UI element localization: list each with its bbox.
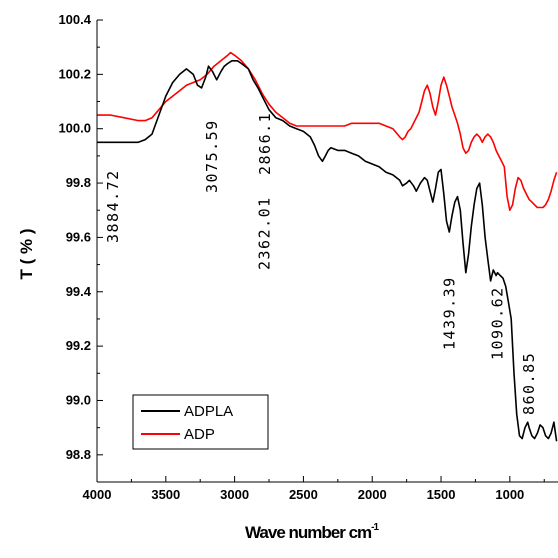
x-tick-label: 2000 <box>358 487 387 502</box>
x-tick-label: 1500 <box>427 487 456 502</box>
peak-label: 2362.01 <box>255 196 273 270</box>
series-line-adpla <box>97 59 558 442</box>
tick-labels: 98.8 99.0 99.2 99.4 99.6 99.8 100.0 100.2 100.4 4… <box>58 12 524 502</box>
y-tick-label: 99.6 <box>66 229 91 244</box>
y-tick-label: 99.4 <box>66 284 92 299</box>
y-tick-label: 100.2 <box>58 66 91 81</box>
axis-layer <box>96 20 558 483</box>
legend: ADPLA ADP <box>132 394 269 450</box>
y-tick-label: 99.8 <box>66 175 91 190</box>
x-axis-title: Wave number cm-1 <box>245 522 379 542</box>
x-tick-label: 4000 <box>83 487 112 502</box>
annotation-layer: 3884.72 3075.59 2866.1 2362.01 1439.39 1090.6… <box>104 112 538 415</box>
peak-label: 3884.72 <box>104 169 122 243</box>
y-tick-label: 100.0 <box>58 121 91 136</box>
legend-label-adp: ADP <box>184 426 215 443</box>
x-tick-label: 3000 <box>220 487 249 502</box>
peak-label: 3075.59 <box>203 119 221 193</box>
y-tick-label: 99.0 <box>66 392 91 407</box>
x-tick-label: 3500 <box>151 487 180 502</box>
y-tick-label: 100.4 <box>58 12 91 27</box>
peak-label: 1090.62 <box>488 286 506 360</box>
y-tick-label: 98.8 <box>66 447 91 462</box>
x-axis-title-text: Wave number cm <box>245 523 372 542</box>
y-tick-label: 99.2 <box>66 338 91 353</box>
y-axis-title: T ( % ) <box>17 229 36 280</box>
peak-label: 860.85 <box>520 352 538 415</box>
series-line-adp <box>97 51 558 211</box>
legend-label-adpla: ADPLA <box>184 403 233 420</box>
legend-box <box>132 394 269 450</box>
x-tick-label: 2500 <box>289 487 318 502</box>
peak-label: 2866.1 <box>256 112 274 175</box>
x-axis-title-superscript: -1 <box>371 522 379 533</box>
series-layer <box>97 51 558 442</box>
x-tick-label: 1000 <box>495 487 524 502</box>
peak-label: 1439.39 <box>440 276 458 350</box>
